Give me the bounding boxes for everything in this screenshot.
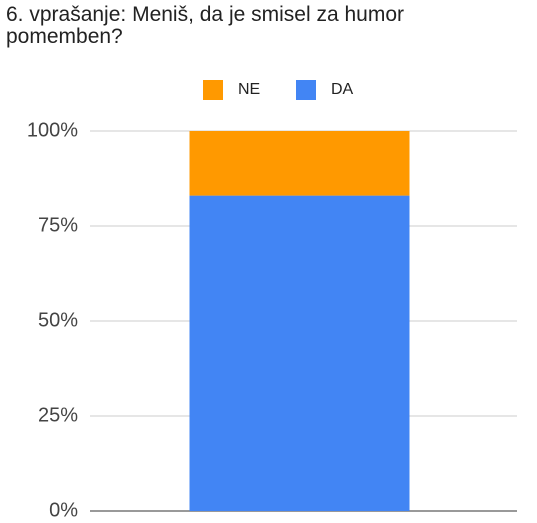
legend-swatch xyxy=(296,80,316,100)
bar-segment xyxy=(189,195,410,511)
y-tick-label: 25% xyxy=(38,404,78,426)
y-tick-label: 0% xyxy=(49,499,78,521)
legend-swatch xyxy=(203,80,223,100)
legend-label: NE xyxy=(238,81,260,98)
legend-label: DA xyxy=(331,81,354,98)
chart-title: 6. vprašanje: Meniš, da je smisel za hum… xyxy=(6,3,405,48)
bar-segment xyxy=(189,131,410,196)
y-tick-label: 75% xyxy=(38,214,78,236)
y-tick-label: 50% xyxy=(38,309,78,331)
y-tick-label: 100% xyxy=(27,119,78,141)
